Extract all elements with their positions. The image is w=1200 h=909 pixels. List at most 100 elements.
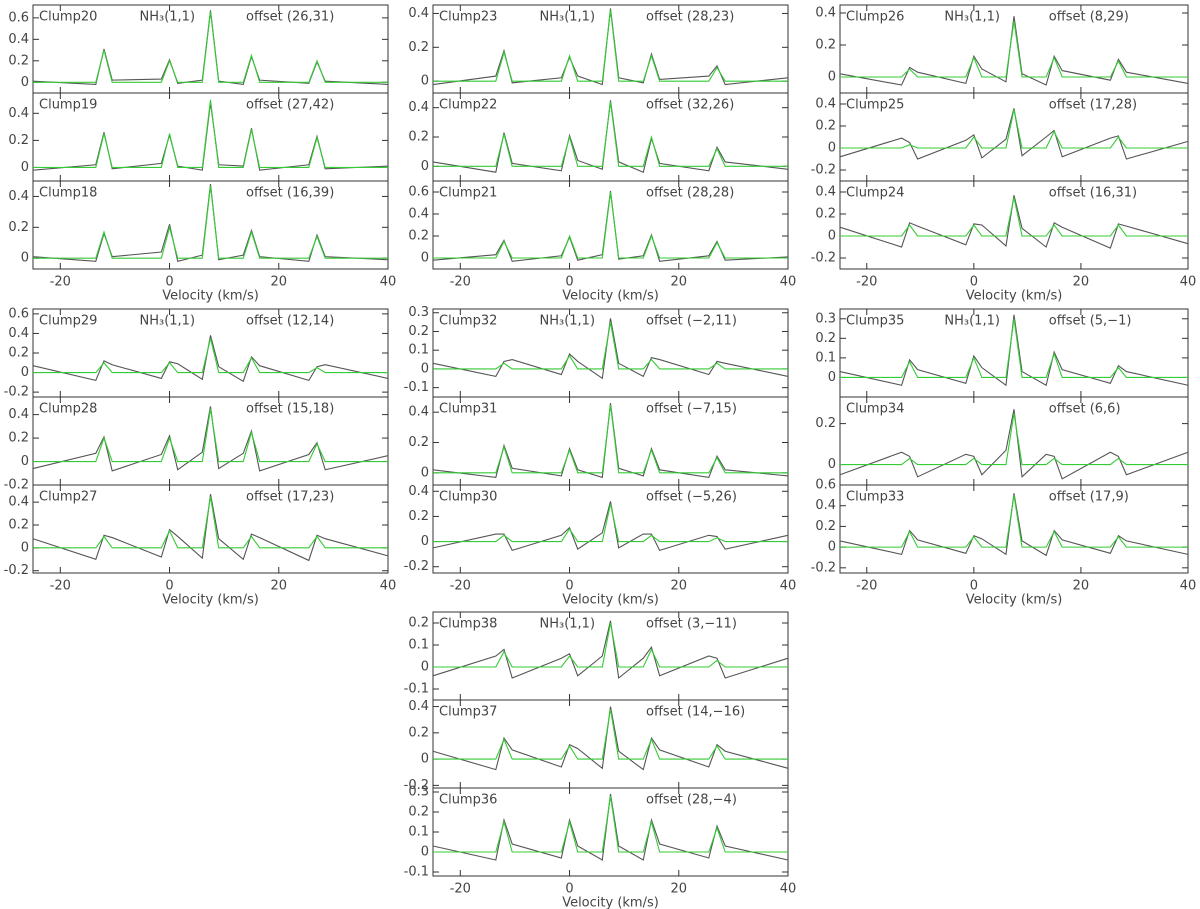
y-tick-label: 0.4 — [408, 405, 429, 420]
y-tick-label: -0.2 — [4, 478, 29, 493]
x-axis-label: Velocity (km/s) — [562, 289, 659, 304]
y-tick-label: -0.2 — [811, 251, 836, 266]
offset-label: offset (17,9) — [1049, 490, 1129, 505]
spectrum-line — [840, 197, 1188, 237]
y-tick-label: 0 — [828, 229, 836, 244]
x-tick-label: 0 — [565, 882, 573, 897]
y-tick-label: -0.2 — [4, 385, 29, 400]
y-tick-label: 0.2 — [8, 220, 29, 235]
y-tick-label: 0.3 — [408, 305, 429, 320]
y-tick-label: 0.3 — [408, 785, 429, 800]
x-tick-label: 40 — [780, 882, 797, 897]
line-name: NH₃(1,1) — [944, 314, 1000, 329]
x-tick-label: -20 — [450, 275, 471, 290]
y-tick-label: 0 — [828, 457, 836, 472]
line-name: NH₃(1,1) — [140, 314, 196, 329]
y-tick-label: 0 — [421, 251, 429, 266]
y-tick-label: 0.2 — [815, 119, 836, 134]
y-tick-label: 0 — [828, 540, 836, 555]
spectrum-line — [432, 501, 789, 552]
panel-frame — [32, 484, 389, 574]
x-axis-label: Velocity (km/s) — [966, 289, 1063, 304]
panel-title: Clump26 — [846, 10, 904, 25]
spectrum-line — [840, 109, 1188, 149]
y-tick-label: 0 — [421, 752, 429, 767]
offset-label: offset (3,−11) — [646, 617, 737, 632]
x-tick-label: 20 — [1073, 275, 1090, 290]
spectrum-line — [433, 101, 788, 167]
y-tick-label: 0.6 — [408, 185, 429, 200]
panel-frame — [839, 180, 1189, 270]
y-tick-label: 0.4 — [815, 185, 836, 200]
spectrum-line — [840, 495, 1188, 548]
offset-label: offset (28,−4) — [646, 793, 737, 808]
panel-title: Clump37 — [439, 705, 497, 720]
y-tick-label: 0 — [421, 534, 429, 549]
y-tick-label: 0.1 — [815, 350, 836, 365]
y-tick-label: -0.1 — [404, 865, 429, 880]
spectrum-line — [33, 11, 388, 83]
spectrum-line — [840, 20, 1188, 78]
panel-title: Clump24 — [846, 186, 904, 201]
spectrum-line — [839, 314, 1189, 387]
spectrum-line — [33, 496, 388, 549]
x-tick-label: 20 — [270, 579, 287, 594]
offset-label: offset (−7,15) — [646, 402, 737, 417]
x-axis-label: Velocity (km/s) — [562, 896, 659, 909]
y-tick-label: 0.1 — [408, 343, 429, 358]
x-tick-label: -20 — [450, 882, 471, 897]
panel-frame — [839, 484, 1189, 574]
panel-title: Clump21 — [439, 186, 497, 201]
x-tick-label: 0 — [165, 579, 173, 594]
y-tick-label: -0.1 — [404, 682, 429, 697]
y-tick-label: -0.2 — [811, 560, 836, 575]
y-tick-label: 0.4 — [408, 484, 429, 499]
x-tick-label: 40 — [1180, 579, 1197, 594]
y-tick-label: 0.4 — [8, 326, 29, 341]
y-tick-label: 0.2 — [408, 229, 429, 244]
spectrum-line — [432, 190, 789, 262]
y-tick-label: 0.2 — [815, 38, 836, 53]
y-tick-label: 0.2 — [815, 416, 836, 431]
y-tick-label: 0.2 — [408, 805, 429, 820]
panel-title: Clump35 — [846, 314, 904, 329]
offset-label: offset (14,−16) — [646, 705, 745, 720]
panel-title: Clump36 — [439, 793, 497, 808]
line-name: NH₃(1,1) — [944, 10, 1000, 25]
x-tick-label: 20 — [1073, 579, 1090, 594]
spectrum-line — [432, 620, 789, 680]
y-tick-label: 0.2 — [408, 435, 429, 450]
x-tick-label: 0 — [565, 579, 573, 594]
y-tick-label: 0.4 — [8, 407, 29, 422]
spectrum-line — [839, 108, 1189, 160]
panel-title: Clump29 — [39, 314, 97, 329]
offset-label: offset (16,31) — [1049, 186, 1137, 201]
spectrum-line — [839, 493, 1189, 557]
y-tick-label: 0.4 — [815, 97, 836, 112]
x-tick-label: 40 — [780, 579, 797, 594]
y-tick-label: 0 — [21, 454, 29, 469]
y-tick-label: 0.2 — [8, 133, 29, 148]
y-tick-label: 0 — [421, 465, 429, 480]
spectrum-line — [433, 503, 788, 543]
x-tick-label: 40 — [380, 275, 397, 290]
spectrum-line — [840, 413, 1188, 466]
spectrum-line — [433, 709, 788, 760]
offset-label: offset (28,28) — [646, 186, 734, 201]
panel-title: Clump28 — [39, 402, 97, 417]
offset-label: offset (−2,11) — [646, 314, 737, 329]
y-tick-label: 0.4 — [408, 207, 429, 222]
spectrum-line — [840, 318, 1188, 378]
offset-label: offset (15,18) — [246, 402, 334, 417]
y-tick-label: 0.2 — [8, 431, 29, 446]
y-tick-label: 0.4 — [408, 6, 429, 21]
x-axis-label: Velocity (km/s) — [162, 289, 259, 304]
offset-label: offset (12,14) — [246, 314, 334, 329]
y-tick-label: -0.2 — [404, 778, 429, 793]
offset-label: offset (17,23) — [246, 490, 334, 505]
offset-label: offset (8,29) — [1049, 10, 1129, 25]
x-tick-label: 0 — [970, 275, 978, 290]
y-tick-label: 0 — [421, 845, 429, 860]
y-tick-label: 0 — [21, 540, 29, 555]
spectrum-line — [432, 793, 789, 861]
